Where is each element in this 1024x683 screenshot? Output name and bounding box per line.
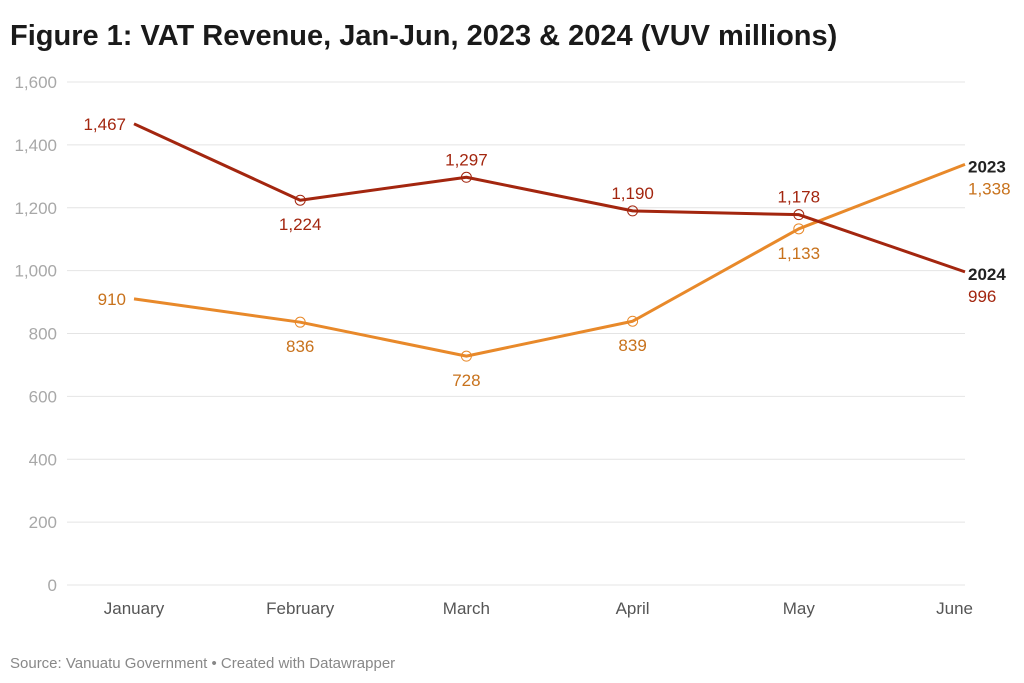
data-label: 728 <box>452 371 480 390</box>
y-tick-label: 600 <box>29 387 57 406</box>
data-point <box>793 209 805 221</box>
series-line-2023 <box>133 162 966 358</box>
data-label: 1,133 <box>778 244 821 263</box>
data-label: 836 <box>286 337 314 356</box>
data-label: 1,297 <box>445 150 488 169</box>
data-label: 910 <box>98 290 126 309</box>
x-tick-label: June <box>936 599 973 618</box>
y-tick-label: 0 <box>48 576 57 595</box>
y-tick-label: 200 <box>29 513 57 532</box>
data-point <box>460 171 472 183</box>
series-line-2024 <box>133 122 966 274</box>
series-name-label: 2024 <box>968 265 1006 284</box>
x-tick-label: January <box>104 599 165 618</box>
y-tick-label: 1,200 <box>14 199 57 218</box>
y-tick-label: 1,000 <box>14 262 57 281</box>
data-label: 1,467 <box>83 115 126 134</box>
data-label: 996 <box>968 287 996 306</box>
data-label: 839 <box>618 336 646 355</box>
data-point <box>460 350 472 362</box>
x-tick-label: March <box>443 599 490 618</box>
source-footer: Source: Vanuatu Government • Created wit… <box>10 655 395 672</box>
data-point <box>294 194 306 206</box>
series-name-label: 2023 <box>968 157 1006 176</box>
data-point <box>627 205 639 217</box>
x-tick-label: February <box>266 599 335 618</box>
y-tick-label: 800 <box>29 325 57 344</box>
data-label: 1,338 <box>968 179 1011 198</box>
y-tick-label: 1,600 <box>14 73 57 92</box>
data-point <box>294 316 306 328</box>
y-tick-label: 1,400 <box>14 136 57 155</box>
data-point <box>627 315 639 327</box>
x-tick-label: April <box>616 599 650 618</box>
x-tick-label: May <box>783 599 816 618</box>
data-label: 1,178 <box>778 188 821 207</box>
data-label: 1,224 <box>279 215 322 234</box>
chart-title: Figure 1: VAT Revenue, Jan-Jun, 2023 & 2… <box>10 20 837 52</box>
y-tick-label: 400 <box>29 450 57 469</box>
data-label: 1,190 <box>611 184 654 203</box>
data-point <box>793 223 805 235</box>
